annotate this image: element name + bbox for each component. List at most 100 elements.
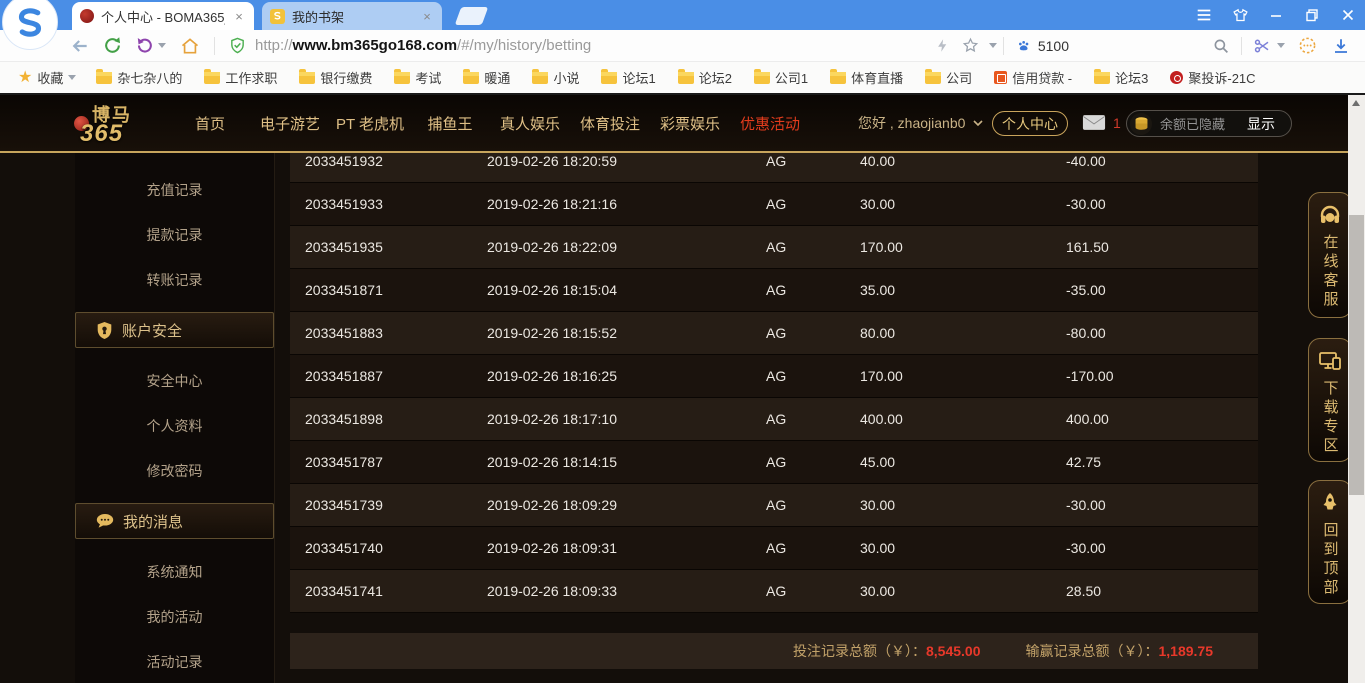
bookmark-folder-icon: [925, 68, 942, 84]
sidebar-item[interactable]: 转账记录: [75, 257, 274, 302]
sidebar-item[interactable]: 安全中心: [75, 358, 274, 403]
sidebar-item[interactable]: 充值记录: [75, 167, 274, 212]
table-row: 2033451741 2019-02-26 18:09:33 AG 30.00 …: [290, 570, 1258, 613]
star-icon: ★: [18, 68, 33, 86]
sidebar-item[interactable]: 提款记录: [75, 212, 274, 257]
bookmark-item[interactable]: 信用贷款 -: [994, 68, 1072, 87]
bet-amount-cell: 30.00: [860, 196, 896, 212]
home-icon[interactable]: [178, 34, 202, 58]
sidebar-item[interactable]: 修改密码: [75, 448, 274, 493]
bookmark-item[interactable]: 论坛2: [677, 68, 732, 87]
nav-item[interactable]: 首页: [170, 113, 250, 134]
minimize-icon[interactable]: [1265, 4, 1287, 26]
url-host: www.bm365go168.com: [292, 37, 458, 54]
bookmark-item[interactable]: 公司1: [753, 68, 808, 87]
bookmark-label: 聚投诉-21C: [1188, 71, 1256, 86]
nav-item[interactable]: 真人娱乐: [490, 113, 570, 134]
sidebar-item[interactable]: 个人资料: [75, 403, 274, 448]
favorite-star-icon[interactable]: [959, 34, 983, 58]
bookmark-folder-icon: [96, 68, 113, 84]
undo-icon[interactable]: [132, 34, 156, 58]
messages-indicator[interactable]: 1: [1082, 114, 1121, 131]
bookmark-item[interactable]: 考试: [394, 68, 441, 87]
user-greeting[interactable]: 您好 , zhaojianb0: [858, 95, 983, 151]
balance-show-button[interactable]: 显示: [1247, 115, 1276, 132]
tab-close-icon[interactable]: ×: [235, 8, 243, 24]
bookmark-item[interactable]: 杂七杂八的: [96, 68, 182, 87]
download-icon[interactable]: [1329, 34, 1353, 58]
sidebar-item[interactable]: 活动记录: [75, 639, 274, 683]
nav-item[interactable]: 优惠活动: [730, 113, 810, 134]
win-loss-cell: 42.75: [1066, 454, 1102, 470]
sidebar-item[interactable]: 我的活动: [75, 594, 274, 639]
close-window-icon[interactable]: [1337, 4, 1359, 26]
user-center-button[interactable]: 个人中心: [992, 111, 1068, 136]
bookmark-folder-icon: [299, 68, 316, 84]
browser-tab-inactive[interactable]: 我的书架 ×: [262, 2, 442, 30]
table-row: 2033451740 2019-02-26 18:09:31 AG 30.00 …: [290, 527, 1258, 570]
sidebar-item-label: 充值记录: [146, 181, 203, 198]
nav-item[interactable]: PT 老虎机: [330, 113, 410, 134]
bookmark-item[interactable]: 银行缴费: [299, 68, 372, 87]
tab-title: 我的书架: [292, 9, 345, 25]
paw-stats-icon[interactable]: [1012, 34, 1036, 58]
back-to-top-button[interactable]: 回到顶部: [1308, 480, 1352, 604]
win-loss-cell: -30.00: [1066, 196, 1106, 212]
bookmark-item[interactable]: 公司: [925, 68, 972, 87]
bet-total: 投注记录总额（￥）： 8,545.00: [793, 641, 981, 661]
win-loss-cell: -170.00: [1066, 368, 1114, 384]
bet-id-cell: 2033451898: [305, 411, 383, 427]
undo-dropdown-icon[interactable]: [158, 43, 166, 48]
bookmark-label: 论坛3: [1115, 71, 1149, 86]
skin-tshirt-icon[interactable]: [1229, 4, 1251, 26]
scissors-clip-icon[interactable]: [1250, 34, 1274, 58]
sidebar-item[interactable]: 系统通知: [75, 549, 274, 594]
bookmark-item[interactable]: 暖通: [463, 68, 510, 87]
sidebar-header-my-messages[interactable]: 我的消息: [75, 503, 274, 539]
scissors-dropdown-icon[interactable]: [1277, 43, 1285, 48]
bet-time-cell: 2019-02-26 18:21:16: [487, 196, 617, 212]
download-zone-button[interactable]: 下载专区: [1308, 338, 1352, 462]
back-icon[interactable]: [68, 34, 92, 58]
extensions-dots-icon[interactable]: [1295, 34, 1319, 58]
bookmark-item[interactable]: 论坛1: [601, 68, 656, 87]
bookmark-item[interactable]: 论坛3: [1094, 68, 1148, 87]
tab-close-icon[interactable]: ×: [423, 8, 431, 24]
greeting-text: 您好 , zhaojianb0: [858, 115, 966, 131]
bookmark-item[interactable]: 聚投诉-21C: [1170, 68, 1256, 87]
nav-item[interactable]: 体育投注: [570, 113, 650, 134]
scrollbar-up-arrow[interactable]: [1352, 100, 1360, 106]
page-scrollbar[interactable]: [1348, 95, 1365, 683]
bet-amount-cell: 400.00: [860, 411, 903, 427]
restore-window-icon[interactable]: [1301, 4, 1323, 26]
star-dropdown-icon[interactable]: [988, 43, 997, 48]
favorites-button[interactable]: ★ 收藏: [18, 68, 77, 87]
refresh-icon[interactable]: [100, 34, 124, 58]
speed-lightning-icon[interactable]: [931, 34, 955, 58]
winloss-total-label: 输赢记录总额（￥）：: [1025, 643, 1159, 659]
site-logo[interactable]: 博马 365: [66, 98, 176, 150]
platform-cell: AG: [766, 282, 787, 298]
bookmark-item[interactable]: 小说: [532, 68, 579, 87]
search-icon[interactable]: [1209, 34, 1233, 58]
nav-item[interactable]: 彩票娱乐: [650, 113, 730, 134]
nav-item[interactable]: 捕鱼王: [410, 113, 490, 134]
bookmark-label: 考试: [415, 71, 442, 86]
bookmark-item[interactable]: 体育直播: [830, 68, 903, 87]
bookmark-item[interactable]: 工作求职: [204, 68, 277, 87]
win-loss-cell: -35.00: [1066, 282, 1106, 298]
address-url[interactable]: http://www.bm365go168.com/#/my/history/b…: [255, 37, 591, 54]
new-tab-button[interactable]: [454, 7, 489, 25]
scrollbar-thumb[interactable]: [1349, 215, 1364, 495]
online-service-button[interactable]: 在线客服: [1308, 192, 1352, 318]
sogou-logo-icon[interactable]: [2, 0, 58, 50]
favorites-dropdown-icon: [68, 75, 77, 80]
nav-item[interactable]: 电子游艺: [250, 113, 330, 134]
toolbar-divider: [1002, 36, 1004, 55]
bet-time-cell: 2019-02-26 18:20:59: [487, 153, 617, 169]
menu-icon[interactable]: [1193, 4, 1215, 26]
sidebar-header-account-security[interactable]: 账户安全: [75, 312, 274, 348]
betting-history-panel: 2033451932 2019-02-26 18:20:59 AG 40.00 …: [290, 95, 1258, 683]
security-shield-icon[interactable]: [225, 34, 249, 58]
browser-tab-active[interactable]: 个人中心 - BOMA365_ ×: [72, 2, 254, 30]
